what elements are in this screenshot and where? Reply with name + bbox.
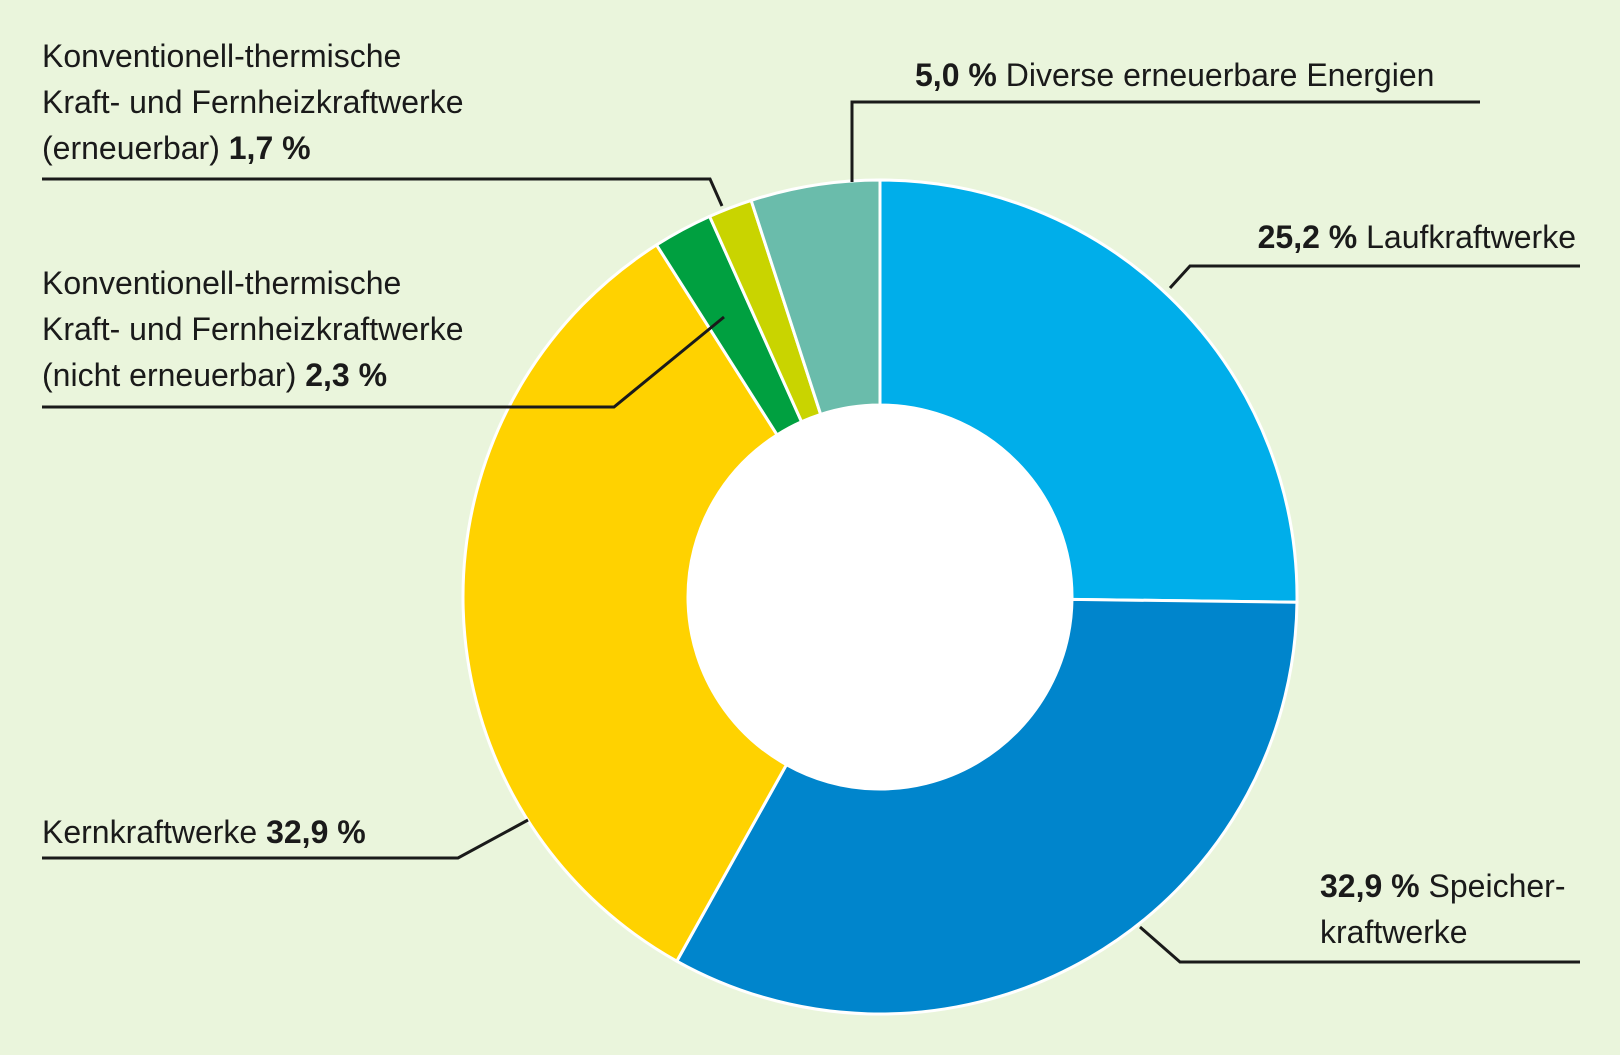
label-ern-value: 1,7 % — [228, 130, 311, 166]
label-erneuerbar: Konventionell-thermische Kraft- und Fern… — [42, 33, 464, 171]
label-div-text: Diverse erneuerbare Energien — [1005, 57, 1435, 93]
label-speicher-value: 32,9 % — [1320, 868, 1420, 904]
label-div-value: 5,0 % — [915, 57, 997, 93]
leader-line-div — [850, 100, 1480, 182]
leader-line-nicht — [42, 315, 725, 409]
label-ern-line2: Kraft- und Fernheizkraftwerke — [42, 84, 464, 120]
label-nicht-line1: Konventionell-thermische — [42, 265, 402, 301]
leader-line-ern — [42, 177, 724, 207]
label-nicht-erneuerbar: Konventionell-thermische Kraft- und Fern… — [42, 260, 464, 398]
chart-slices — [461, 178, 1299, 1016]
label-kern-text: Kernkraftwerke — [42, 814, 258, 850]
label-laufkraftwerke: 25,2 % Laufkraftwerke — [1258, 214, 1576, 260]
leader-line-speicher — [1139, 925, 1580, 964]
label-laufkraftwerke-value: 25,2 % — [1257, 219, 1358, 255]
label-nicht-line3: (nicht erneuerbar) — [42, 357, 297, 393]
label-nicht-line2: Kraft- und Fernheizkraftwerke — [42, 311, 464, 347]
label-speicher-text2: kraftwerke — [1320, 914, 1468, 950]
leader-line-lauf — [1168, 264, 1580, 290]
donut-hole — [688, 405, 1072, 789]
label-ern-line3-row: (erneuerbar) 1,7 % — [42, 125, 464, 171]
label-diverse-erneuerbare: 5,0 % Diverse erneuerbare Energien — [915, 52, 1434, 98]
label-kern-value: 32,9 % — [266, 814, 366, 850]
label-speicherkraftwerke: 32,9 % Speicher- kraftwerke — [1320, 863, 1565, 955]
leader-lines — [42, 100, 1580, 964]
label-laufkraftwerke-text: Laufkraftwerke — [1366, 219, 1576, 255]
label-speicher-line1: 32,9 % Speicher- — [1320, 863, 1565, 909]
label-nicht-value: 2,3 % — [305, 357, 388, 393]
label-nicht-line3-row: (nicht erneuerbar) 2,3 % — [42, 352, 464, 398]
leader-line-kern — [42, 818, 529, 860]
label-ern-line3: (erneuerbar) — [42, 130, 220, 166]
label-speicher-text1: Speicher- — [1428, 868, 1566, 904]
label-kernkraftwerke: Kernkraftwerke 32,9 % — [42, 809, 366, 855]
label-ern-line1: Konventionell-thermische — [42, 38, 402, 74]
